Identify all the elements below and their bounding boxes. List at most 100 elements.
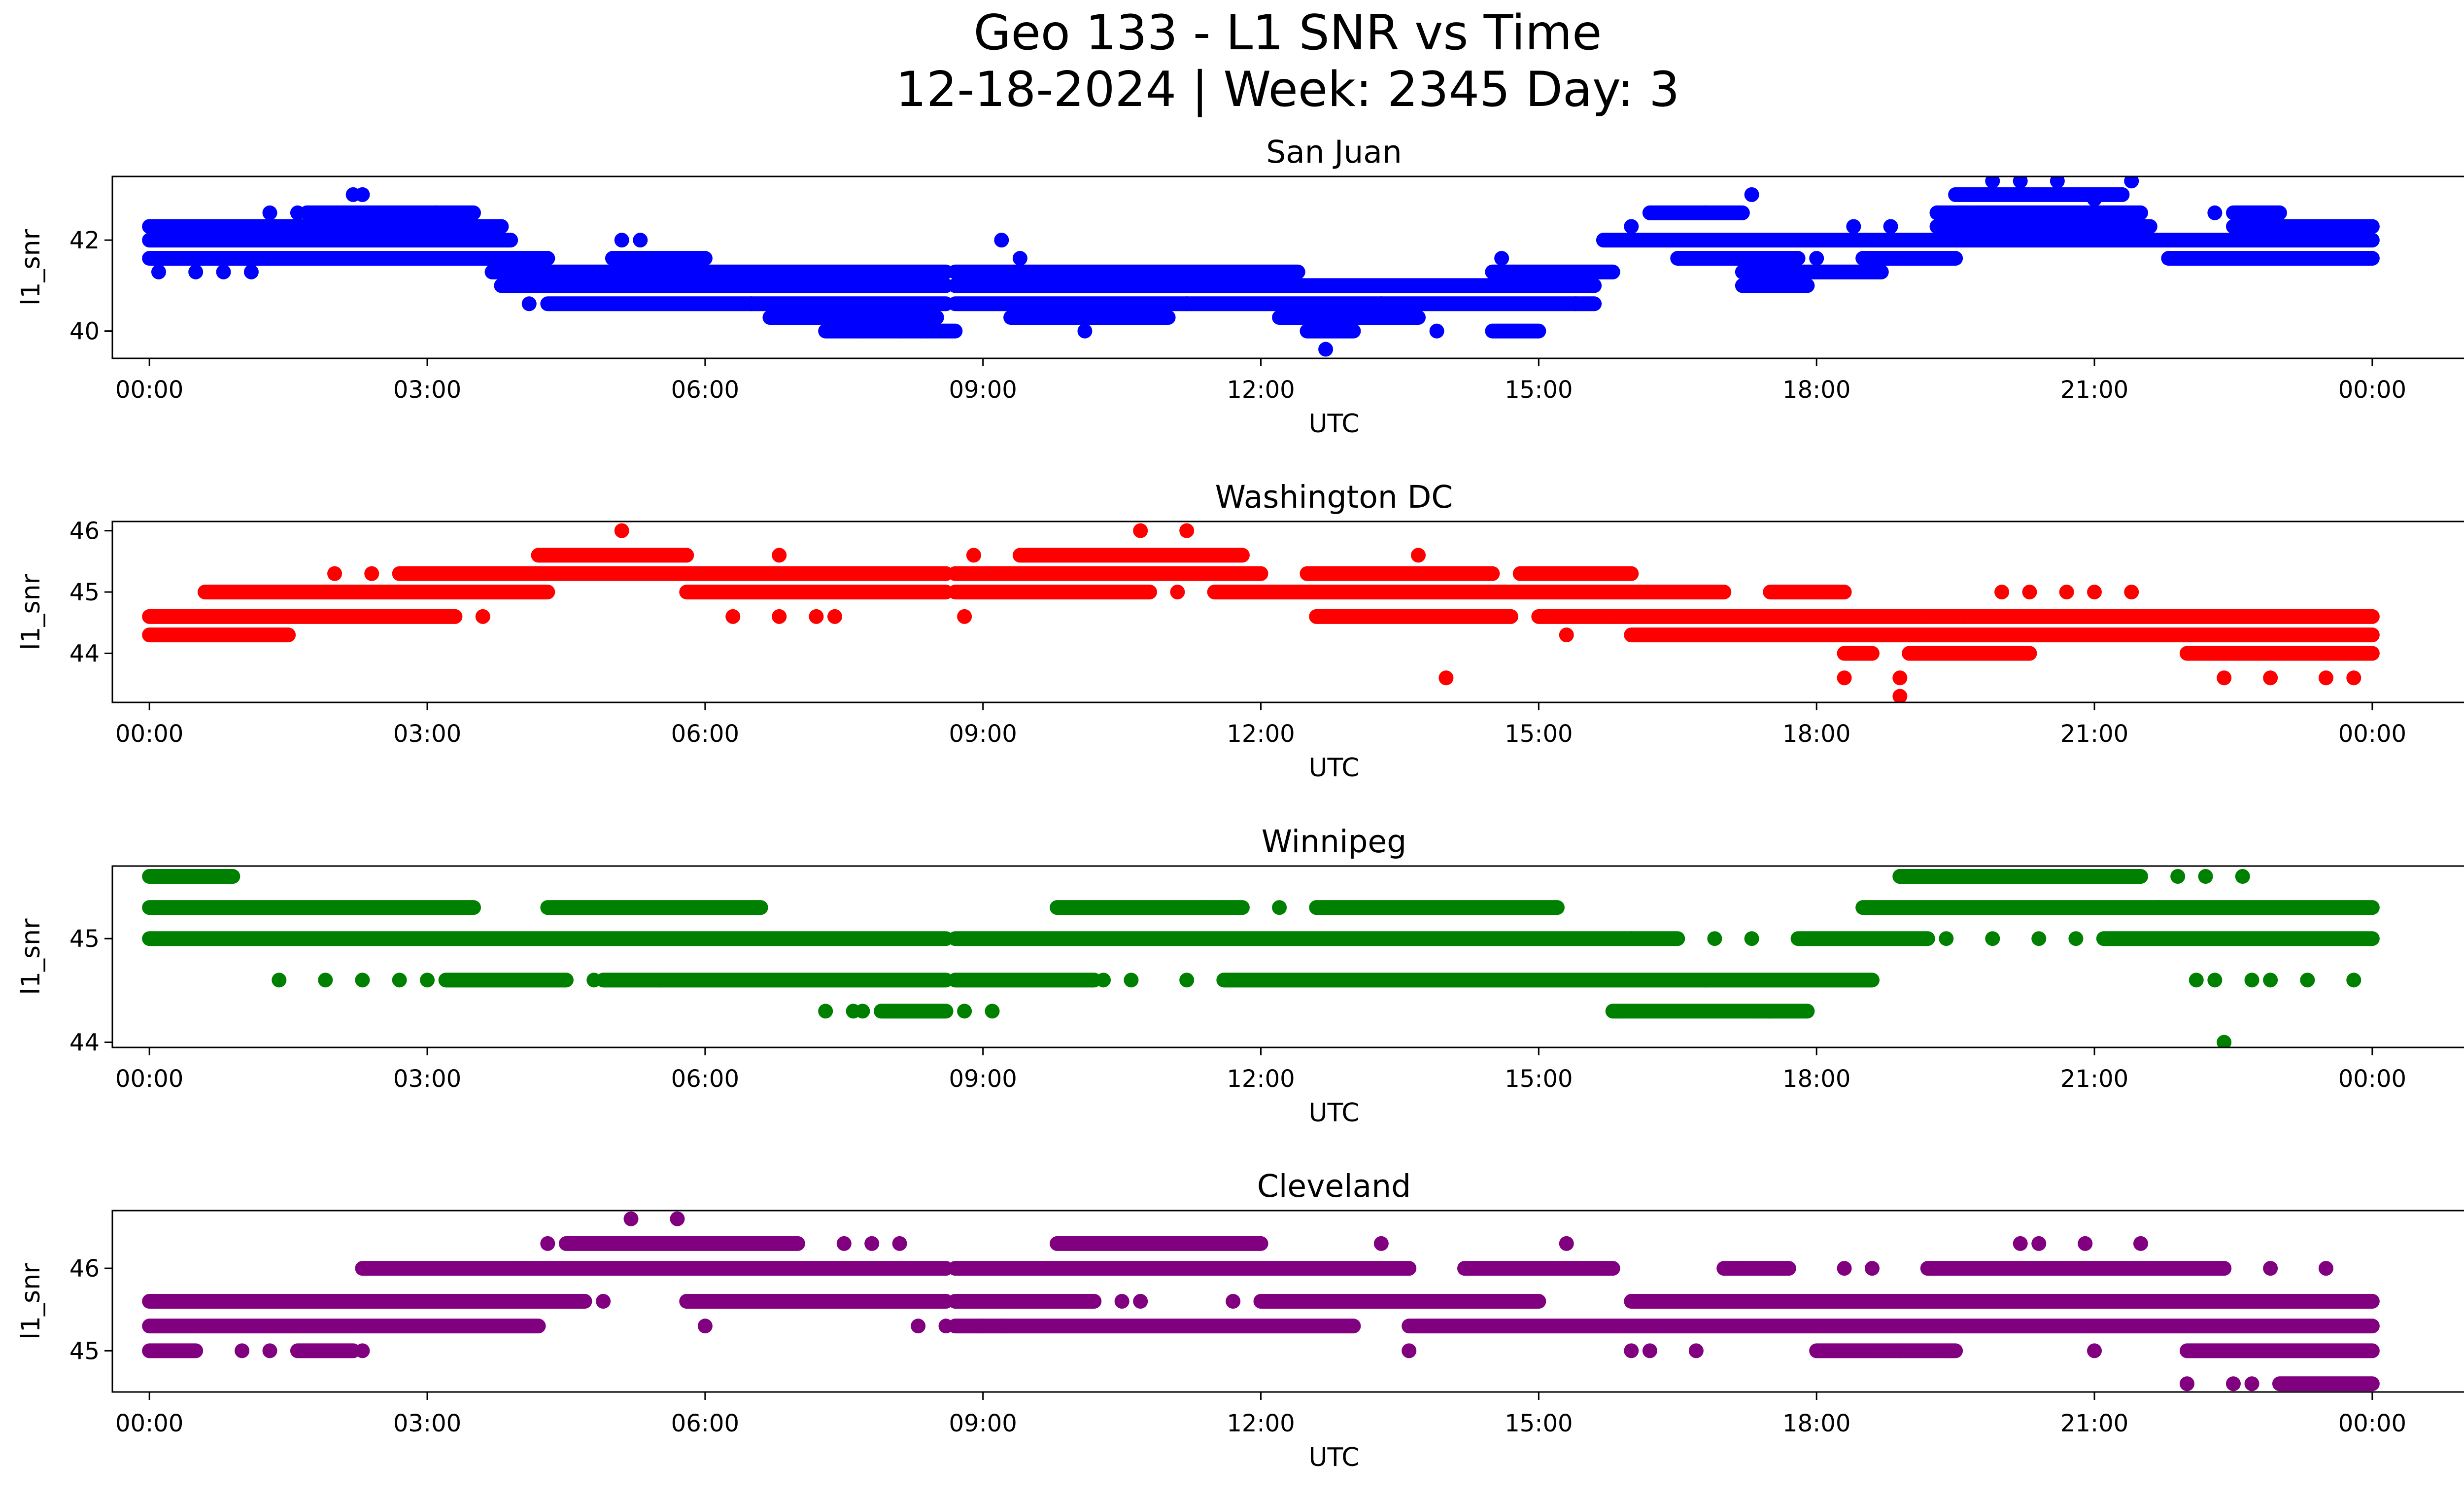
y-tick-label: 46: [69, 518, 100, 545]
x-tick-label: 18:00: [1782, 720, 1850, 748]
y-tick-label: 42: [69, 227, 100, 254]
x-axis-label: UTC: [1308, 1098, 1359, 1128]
plot-frame: [111, 521, 2464, 703]
data-point: [1892, 869, 1908, 884]
y-axis-label: l1_snr: [16, 229, 46, 306]
x-tick-label: 00:00: [2338, 1410, 2406, 1437]
data-point: [1763, 1004, 1778, 1019]
data-point: [1179, 973, 1195, 988]
data-point: [2087, 192, 2102, 207]
data-point: [1698, 585, 1713, 600]
y-tick-label: 40: [69, 318, 100, 346]
data-point: [1883, 219, 1898, 234]
data-point: [586, 973, 602, 988]
data-point: [1179, 523, 1195, 538]
data-point: [864, 1236, 880, 1251]
data-point: [2013, 1236, 2028, 1251]
data-point: [1124, 973, 1139, 988]
data-series: [142, 176, 2380, 357]
data-point: [1772, 585, 1787, 600]
x-tick-label: 15:00: [1505, 1410, 1573, 1437]
data-point: [957, 609, 972, 624]
data-point: [2207, 973, 2223, 988]
data-point: [744, 296, 759, 312]
data-point: [2346, 973, 2361, 988]
data-point: [336, 205, 351, 220]
data-point: [1318, 342, 1334, 357]
data-point: [1837, 1261, 1852, 1276]
data-point: [2124, 176, 2139, 189]
panel-title: San Juan: [1266, 134, 1402, 170]
data-point: [1429, 323, 1444, 339]
data-point: [836, 1236, 852, 1251]
data-point: [1336, 1294, 1352, 1309]
data-point: [614, 523, 629, 538]
data-point: [1688, 1343, 1704, 1358]
data-point: [1402, 1343, 1417, 1358]
data-point: [2179, 1376, 2194, 1391]
data-point: [151, 264, 166, 279]
data-point: [2217, 670, 2232, 686]
data-point: [920, 323, 935, 339]
plot-frame: [111, 175, 2464, 359]
data-point: [262, 1343, 277, 1358]
data-point: [1170, 585, 1185, 600]
x-tick-label: 06:00: [671, 1410, 739, 1437]
panels-container: San Juan 00:00 03:00 06:00 09:00 12:00 15:00 18…: [16, 134, 2464, 1472]
data-point: [1939, 1343, 1954, 1358]
data-point: [475, 609, 490, 624]
data-point: [1411, 548, 1426, 563]
data-point: [975, 1319, 991, 1334]
data-point: [1920, 609, 1935, 624]
data-point: [327, 566, 342, 581]
data-point: [892, 1236, 907, 1251]
data-point: [1846, 219, 1861, 234]
data-point: [1624, 931, 1639, 946]
x-tick-label: 09:00: [949, 376, 1017, 404]
x-tick-label: 21:00: [2060, 1410, 2128, 1437]
data-point: [1957, 609, 1972, 624]
data-point: [1809, 585, 1824, 600]
data-point: [2031, 931, 2047, 946]
x-tick-label: 12:00: [1227, 720, 1295, 748]
x-tick-label: 03:00: [393, 376, 461, 404]
data-point: [1466, 1261, 1481, 1276]
data-point: [985, 1004, 1000, 1019]
data-point: [1012, 251, 1027, 266]
data-point: [2124, 585, 2139, 600]
data-point: [892, 323, 907, 339]
data-point: [1837, 670, 1852, 686]
plot-frame: [111, 865, 2464, 1048]
data-point: [1735, 1261, 1750, 1276]
x-tick-label: 12:00: [1227, 376, 1295, 404]
data-point: [818, 1004, 833, 1019]
data-point: [1438, 670, 1454, 686]
figure-title-line1: Geo 133 - L1 SNR vs Time: [974, 5, 1602, 61]
data-point: [1568, 296, 1583, 312]
x-tick-label: 09:00: [949, 720, 1017, 748]
data-point: [355, 973, 370, 988]
x-tick-label: 18:00: [1782, 1065, 1850, 1093]
y-axis-label: l1_snr: [16, 918, 46, 995]
data-point: [772, 548, 787, 563]
x-tick-label: 21:00: [2060, 376, 2128, 404]
panel-san-juan: San Juan 00:00 03:00 06:00 09:00 12:00 15:00 18…: [16, 134, 2464, 439]
data-point: [1864, 1261, 1880, 1276]
data-point: [1670, 585, 1685, 600]
y-tick-label: 45: [69, 925, 100, 953]
data-series: [142, 1211, 2380, 1391]
data-series: [142, 523, 2380, 702]
data-point: [1985, 931, 2000, 946]
x-tick-label: 18:00: [1782, 376, 1850, 404]
data-point: [2217, 1035, 2232, 1047]
data-point: [827, 609, 842, 624]
data-point: [2337, 251, 2352, 266]
data-point: [1226, 1294, 1241, 1309]
data-point: [1744, 931, 1759, 946]
data-point: [355, 1343, 370, 1358]
panel-winnipeg: Winnipeg 00:00 03:00 06:00 09:00 12:00 15:00 18…: [16, 824, 2464, 1128]
x-tick-label: 03:00: [393, 1065, 461, 1093]
x-tick-label: 00:00: [115, 376, 183, 404]
data-point: [216, 264, 231, 279]
x-tick-label: 00:00: [2338, 720, 2406, 748]
